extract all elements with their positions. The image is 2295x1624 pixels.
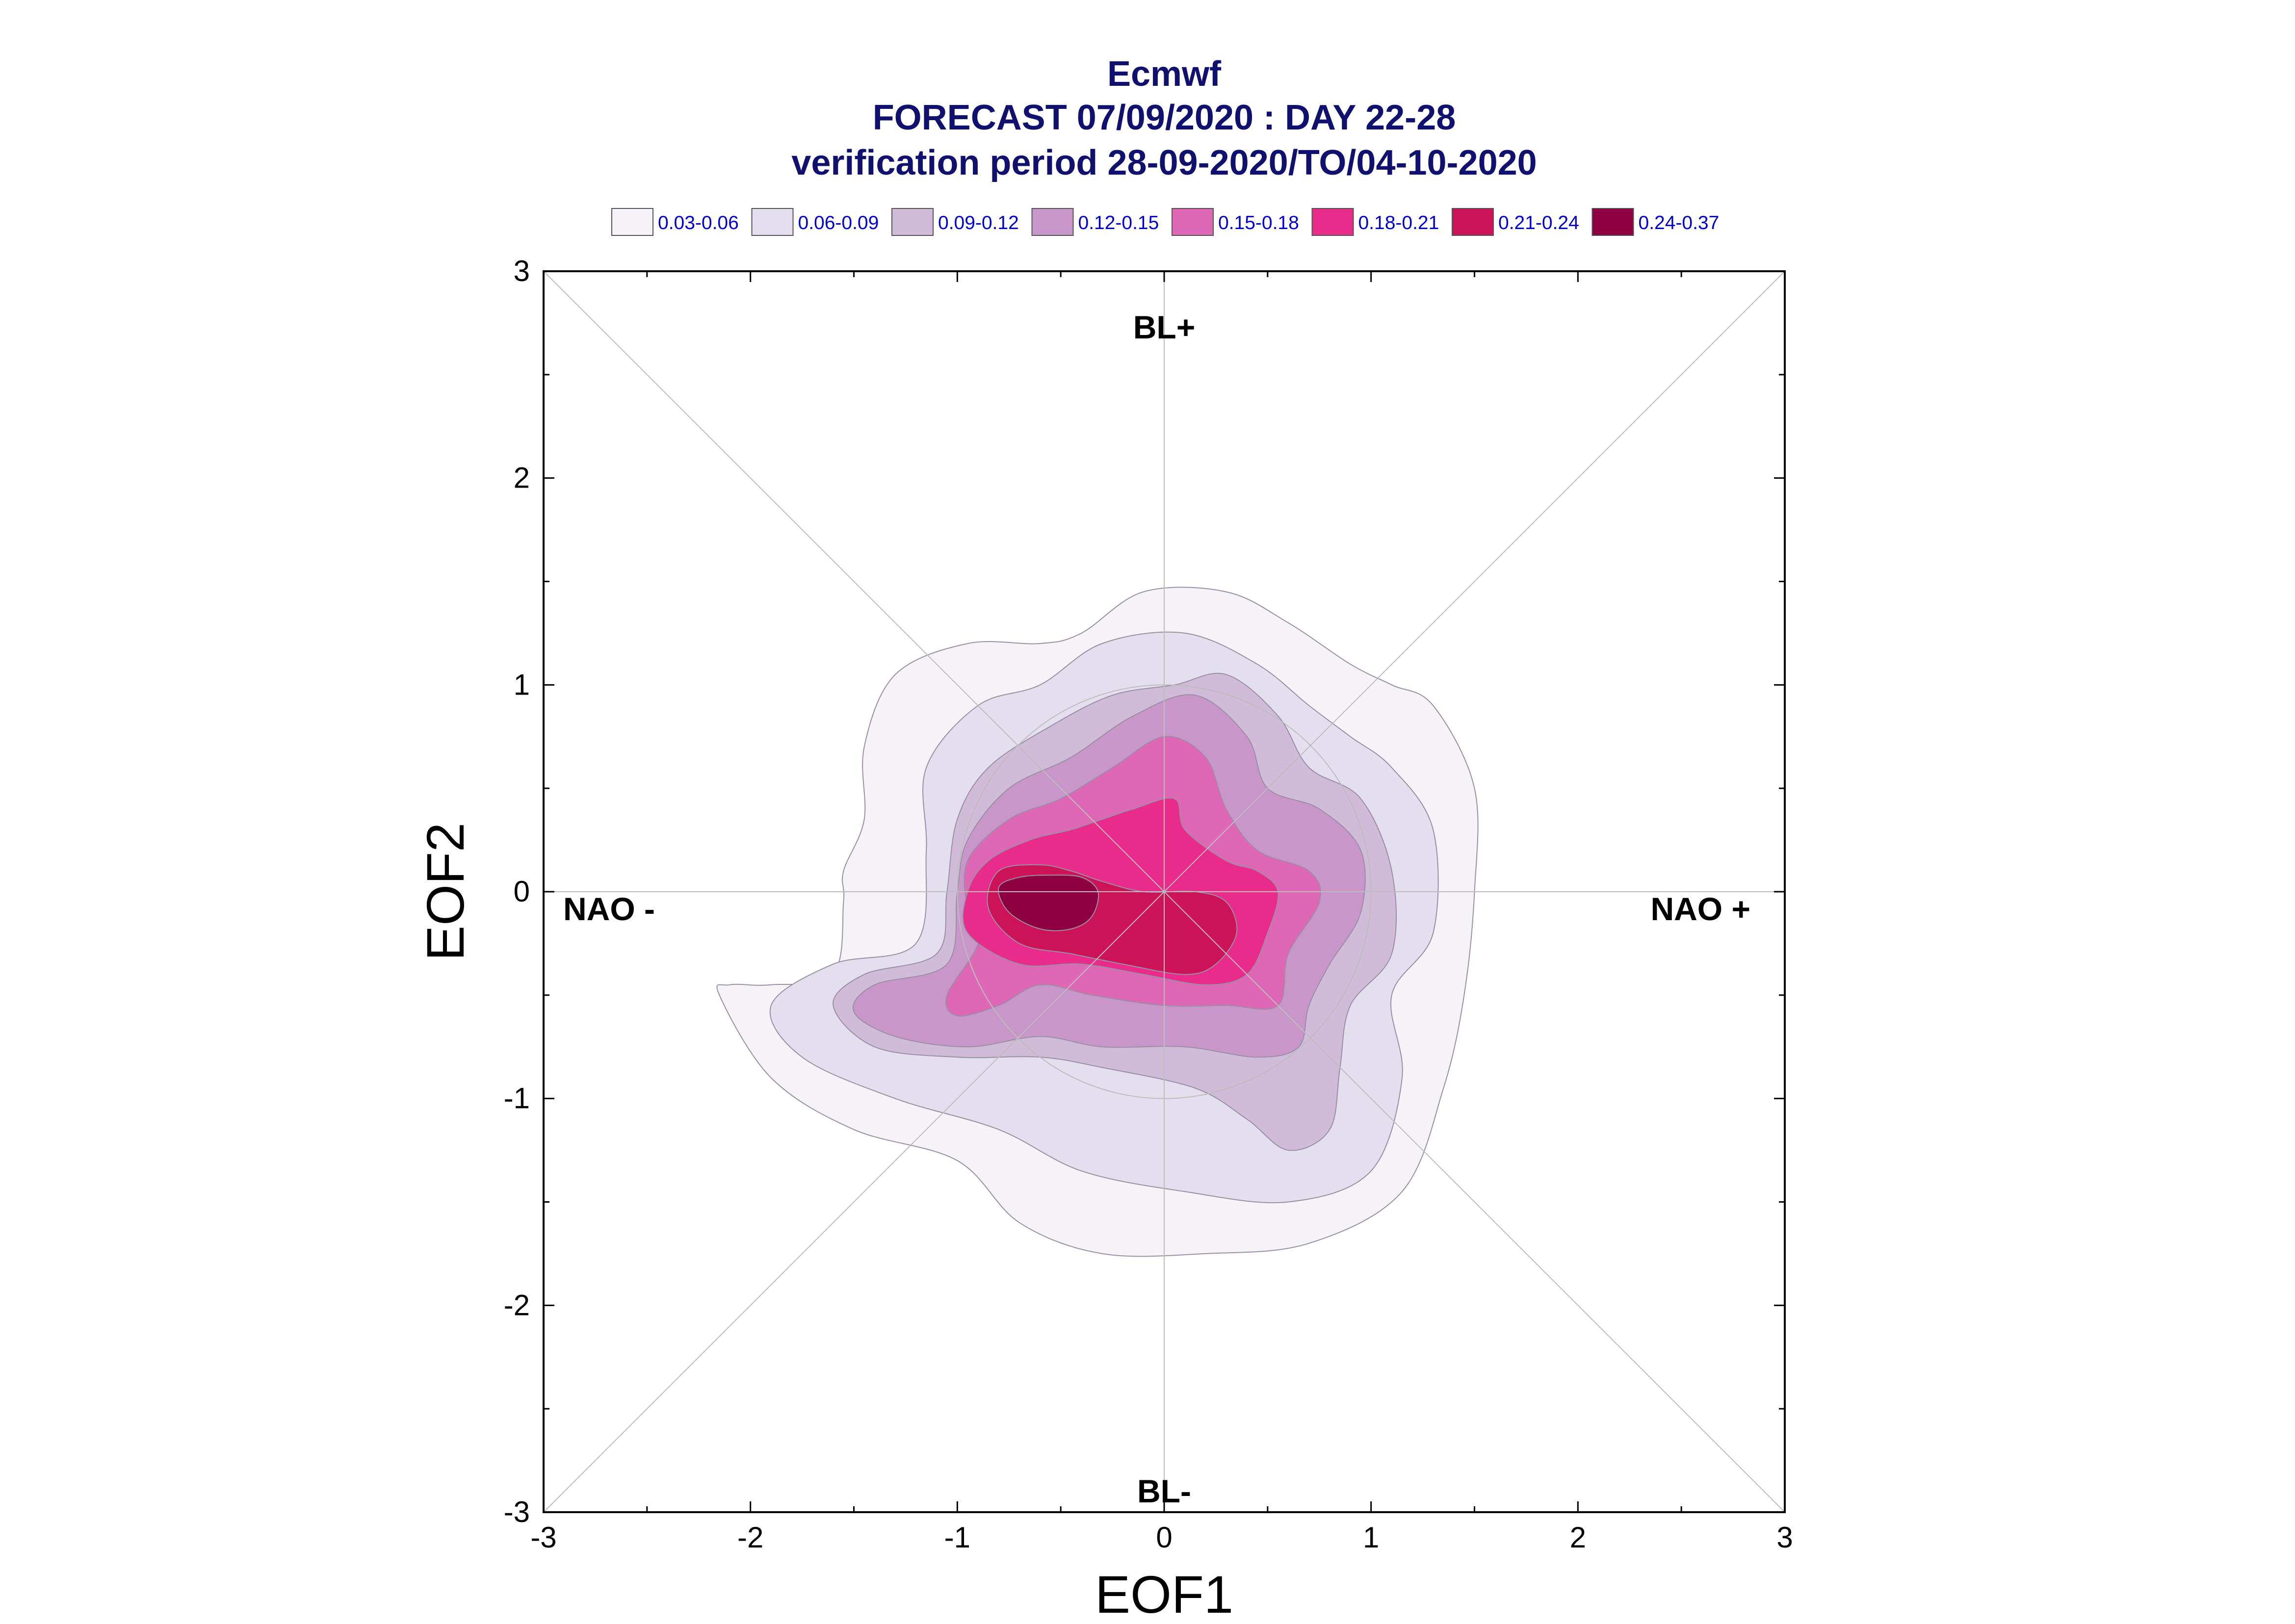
legend-swatch-8 [1591,208,1634,236]
legend-label-2: 0.06-0.09 [798,212,879,233]
chart-title-line-3: verification period 28-09-2020/TO/04-10-… [791,143,1537,182]
y-tick-label: -1 [504,1082,530,1115]
x-tick-label: -3 [530,1521,556,1554]
region-label-right: NAO + [1650,891,1750,927]
legend-label-4: 0.12-0.15 [1078,212,1159,233]
y-tick-label: -2 [504,1289,530,1321]
legend-label-5: 0.15-0.18 [1218,212,1299,233]
y-tick-label: -3 [504,1495,530,1528]
x-tick-label: 0 [1156,1521,1172,1554]
y-tick-label: 1 [514,668,530,701]
unit-circle [957,684,1372,1099]
chart-title-line-2: FORECAST 07/09/2020 : DAY 22-28 [873,98,1456,137]
legend-swatch-2 [751,208,794,236]
region-label-left: NAO - [563,891,655,927]
x-axis-title: EOF1 [1095,1565,1233,1624]
legend-label-1: 0.03-0.06 [658,212,739,233]
y-tick-label: 3 [514,255,530,287]
x-tick-label: -1 [944,1521,970,1554]
legend-swatch-6 [1311,208,1354,236]
x-tick-label: 1 [1363,1521,1379,1554]
chart-title-line-1: Ecmwf [1107,54,1222,94]
legend-swatch-1 [611,208,653,236]
region-label-bottom: BL- [1137,1473,1191,1509]
legend-label-7: 0.21-0.24 [1498,212,1579,233]
x-tick-label: 3 [1776,1521,1793,1554]
contour-8 [998,875,1099,931]
legend-swatch-5 [1172,208,1214,236]
legend-label-8: 0.24-0.37 [1639,212,1720,233]
x-tick-label: -2 [737,1521,763,1554]
legend-swatch-3 [891,208,934,236]
x-tick-label: 2 [1570,1521,1586,1554]
y-tick-label: 2 [514,462,530,494]
y-axis-title: EOF2 [416,823,475,961]
legend-swatch-4 [1031,208,1074,236]
axis-ticks: -3 -2 -1 0 1 2 3 3 2 1 0 -1 -2 -3 [504,255,1793,1554]
legend-swatch-7 [1452,208,1494,236]
legend-label-3: 0.09-0.12 [938,212,1019,233]
region-label-top: BL+ [1133,309,1196,345]
legend: 0.03-0.06 0.06-0.09 0.09-0.12 0.12-0.15 0.15… [611,208,1720,236]
contour-fills [716,587,1479,1257]
y-tick-label: 0 [514,875,530,908]
reference-lines [543,271,1785,1513]
legend-label-6: 0.18-0.21 [1358,212,1439,233]
